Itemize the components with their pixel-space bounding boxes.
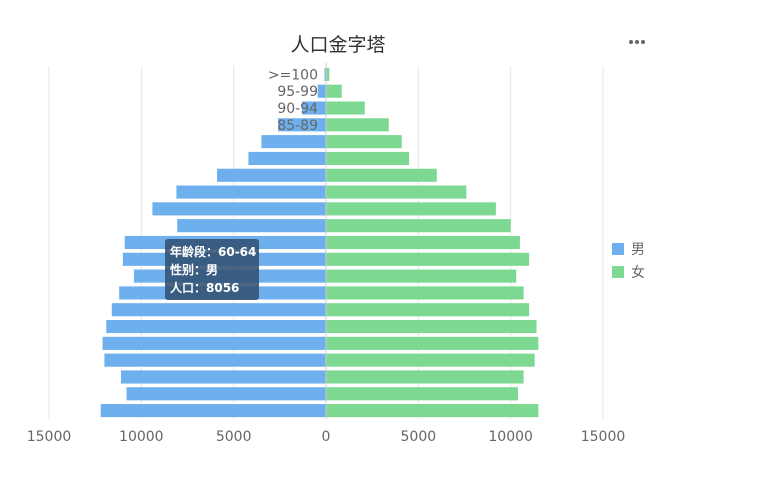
bar-female-25-29[interactable] xyxy=(326,319,537,334)
tooltip-age-group: 年龄段：60-64 xyxy=(170,245,257,259)
x-tick-label: 0 xyxy=(322,429,331,445)
bar-male-15-19[interactable] xyxy=(104,353,327,367)
tooltip-population: 人口：8056 xyxy=(170,281,240,295)
bar-male-0-4[interactable] xyxy=(100,404,326,418)
bar-female-10-14[interactable] xyxy=(326,370,524,384)
bar-female-0-4[interactable] xyxy=(326,404,539,418)
bar-male-55-59[interactable] xyxy=(177,219,326,233)
category-label: 95-99 xyxy=(277,84,318,100)
legend: 男女 xyxy=(612,242,645,281)
bar-female-15-19[interactable] xyxy=(326,353,535,367)
x-tick-label: 15000 xyxy=(27,429,72,445)
bar-male-85-89[interactable] xyxy=(277,118,326,132)
bar-female-35-39[interactable] xyxy=(326,286,524,300)
tooltip-gender: 性别：男 xyxy=(170,263,219,277)
bar-female-90-94[interactable] xyxy=(326,101,365,115)
legend-label[interactable]: 女 xyxy=(631,264,645,281)
bar-female-50-54[interactable] xyxy=(326,235,520,250)
bar-female-95-99[interactable] xyxy=(326,84,342,98)
bar-female-40-44[interactable] xyxy=(326,269,517,283)
chart-title: 人口金字塔 xyxy=(290,34,385,56)
bar-male-70-74[interactable] xyxy=(217,168,326,182)
x-tick-label: 10000 xyxy=(488,429,533,445)
x-tick-label: 5000 xyxy=(216,429,252,445)
bar-female-45-49[interactable] xyxy=(326,252,530,266)
bar-male-60-64[interactable] xyxy=(152,202,326,216)
bar-male-25-29[interactable] xyxy=(106,319,326,334)
bar-male-20-24[interactable] xyxy=(102,336,326,350)
bar-male-80-84[interactable] xyxy=(261,135,326,149)
legend-swatch[interactable] xyxy=(612,243,624,255)
category-label: >=100 xyxy=(268,67,318,83)
axis: 15000 10000 5000 0 5000 10000 15000 85-8990-949… xyxy=(27,63,626,445)
legend-label[interactable]: 男 xyxy=(631,242,645,258)
legend-swatch[interactable] xyxy=(612,266,624,278)
bar-male-95-99[interactable] xyxy=(317,84,326,98)
bar-female-65-69[interactable] xyxy=(326,185,467,199)
bar-female-75-79[interactable] xyxy=(326,151,410,166)
bar-female->=100[interactable] xyxy=(326,67,330,81)
bar-male-90-94[interactable] xyxy=(301,101,326,115)
category-label: 90-94 xyxy=(277,101,318,117)
more-horizontal-icon[interactable] xyxy=(629,40,645,44)
bar-female-55-59[interactable] xyxy=(326,219,511,233)
bar-male->=100[interactable] xyxy=(324,67,326,81)
x-tick-label: 15000 xyxy=(581,429,626,445)
bar-female-70-74[interactable] xyxy=(326,168,437,182)
bar-male-75-79[interactable] xyxy=(248,151,326,166)
bar-male-5-9[interactable] xyxy=(126,387,326,401)
bar-female-5-9[interactable] xyxy=(326,387,519,401)
bar-male-65-69[interactable] xyxy=(176,185,326,199)
category-label: 85-89 xyxy=(277,118,318,134)
bar-female-80-84[interactable] xyxy=(326,135,402,149)
bar-female-60-64[interactable] xyxy=(326,202,496,216)
bar-male-10-14[interactable] xyxy=(121,370,327,384)
bar-female-85-89[interactable] xyxy=(326,118,389,132)
x-tick-label: 5000 xyxy=(401,429,437,445)
x-tick-label: 10000 xyxy=(119,429,164,445)
tooltip: 年龄段：60-64 性别：男 人口：8056 xyxy=(165,239,259,300)
bar-female-20-24[interactable] xyxy=(326,336,539,350)
bar-male-30-34[interactable] xyxy=(111,303,326,317)
bar-female-30-34[interactable] xyxy=(326,303,530,317)
